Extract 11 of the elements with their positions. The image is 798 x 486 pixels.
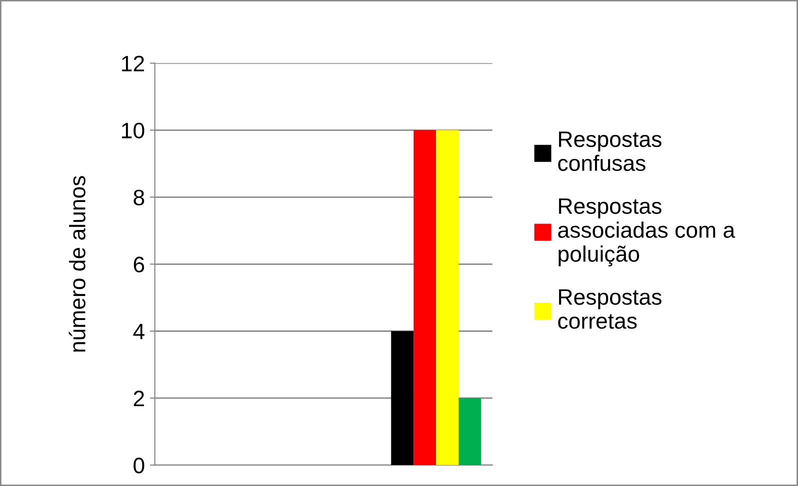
y-tick-label: 4 [133, 324, 144, 340]
y-axis-title: número de alunos [68, 176, 86, 352]
y-tick-label: 6 [134, 256, 144, 272]
y-tick-label: 10 [122, 122, 144, 138]
legend-label: Respostas associadas com a poluição [558, 198, 736, 266]
legend-label: Respostas confusas [558, 132, 662, 172]
y-tick-label: 8 [134, 190, 144, 206]
y-tick-label: 12 [122, 56, 144, 72]
legend-label: Respostas corretas [558, 289, 662, 329]
y-tick-label: 0 [134, 458, 144, 474]
y-tick-label: 2 [134, 390, 144, 406]
